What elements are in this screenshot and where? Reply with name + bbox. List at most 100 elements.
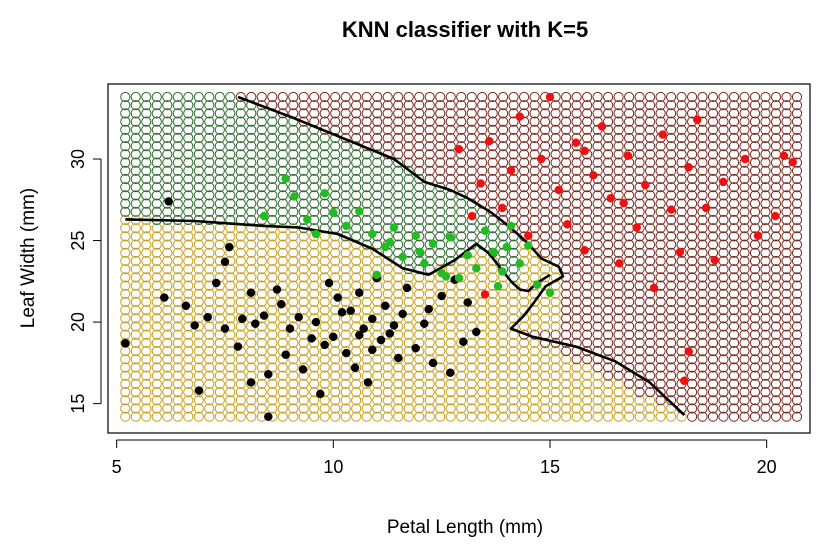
grid-cell <box>739 100 750 111</box>
grid-cell <box>445 173 456 185</box>
grid-cell <box>372 411 383 422</box>
grid-cell <box>634 370 645 381</box>
grid-cell <box>214 165 225 176</box>
grid-cell <box>739 116 750 127</box>
grid-cell <box>487 272 498 283</box>
grid-cell <box>624 206 635 217</box>
grid-cell <box>130 223 141 234</box>
grid-cell <box>120 132 131 144</box>
grid-cell <box>571 198 582 209</box>
grid-cell <box>288 280 299 291</box>
grid-cell <box>288 239 299 250</box>
grid-cell <box>120 247 131 258</box>
grid-cell <box>634 313 645 324</box>
grid-cell <box>214 190 225 201</box>
grid-cell <box>351 149 362 160</box>
grid-cell <box>613 387 624 398</box>
grid-cell <box>424 149 435 160</box>
grid-cell <box>466 362 477 373</box>
grid-cell <box>424 165 435 176</box>
grid-cell <box>487 214 498 226</box>
grid-cell <box>130 403 141 414</box>
grid-cell <box>340 387 351 398</box>
grid-cell <box>634 329 645 340</box>
grid-cell <box>330 370 341 381</box>
grid-cell <box>141 198 152 209</box>
grid-cell <box>687 247 698 258</box>
grid-cell <box>676 264 687 275</box>
grid-cell <box>225 165 236 176</box>
grid-cell <box>739 108 750 119</box>
grid-cell <box>760 247 771 258</box>
grid-cell <box>634 198 645 209</box>
grid-cell <box>267 313 278 324</box>
grid-cell <box>382 182 393 193</box>
grid-cell <box>487 346 498 357</box>
grid-cell <box>498 354 509 365</box>
grid-cell <box>319 100 330 111</box>
grid-cell <box>477 255 488 267</box>
grid-cell <box>561 346 572 357</box>
grid-cell <box>498 321 509 332</box>
grid-cell <box>246 362 257 373</box>
grid-cell <box>529 370 540 381</box>
grid-cell <box>655 108 666 119</box>
grid-cell <box>676 387 687 398</box>
grid-cell <box>456 223 467 234</box>
grid-cell <box>246 264 257 275</box>
data-point <box>489 247 498 257</box>
grid-cell <box>361 108 372 119</box>
grid-cell <box>267 264 278 275</box>
data-point <box>264 370 273 379</box>
grid-cell <box>697 395 708 406</box>
data-point <box>212 278 221 288</box>
grid-cell <box>298 231 309 242</box>
grid-cell <box>571 214 582 226</box>
grid-cell <box>634 280 645 291</box>
data-point <box>320 189 329 198</box>
grid-cell <box>540 231 551 242</box>
grid-cell <box>424 116 435 127</box>
grid-cell <box>676 280 687 291</box>
grid-cell <box>267 132 278 144</box>
grid-cell <box>403 272 414 283</box>
grid-cell <box>340 378 351 389</box>
grid-cell <box>298 411 309 422</box>
grid-cell <box>414 264 425 275</box>
grid-cell <box>372 182 383 193</box>
grid-cell <box>477 108 488 119</box>
grid-cell <box>340 149 351 160</box>
grid-cell <box>214 231 225 242</box>
grid-cell <box>172 346 183 357</box>
grid-cell <box>498 132 509 144</box>
grid-cell <box>508 124 519 135</box>
grid-cell <box>739 378 750 389</box>
grid-cell <box>676 337 687 348</box>
grid-cell <box>592 387 603 398</box>
grid-cell <box>613 214 624 226</box>
grid-cell <box>256 165 267 176</box>
grid-cell <box>760 132 771 144</box>
grid-cell <box>340 91 351 103</box>
grid-cell <box>791 223 803 234</box>
data-point <box>446 368 455 377</box>
grid-cell <box>676 198 687 209</box>
grid-cell <box>403 141 414 152</box>
data-point <box>311 317 321 327</box>
grid-cell <box>666 272 677 283</box>
grid-cell <box>288 346 299 357</box>
grid-cell <box>372 91 383 103</box>
grid-cell <box>256 296 267 307</box>
grid-cell <box>225 280 236 291</box>
grid-cell <box>655 231 666 242</box>
grid-cell <box>141 91 152 103</box>
grid-cell <box>550 395 561 406</box>
grid-cell <box>151 149 162 160</box>
grid-cell <box>760 296 771 307</box>
grid-cell <box>739 141 750 152</box>
grid-cell <box>298 329 309 340</box>
grid-cell <box>498 108 509 119</box>
grid-cell <box>749 296 761 307</box>
grid-cell <box>372 206 383 217</box>
grid-cell <box>666 149 677 160</box>
